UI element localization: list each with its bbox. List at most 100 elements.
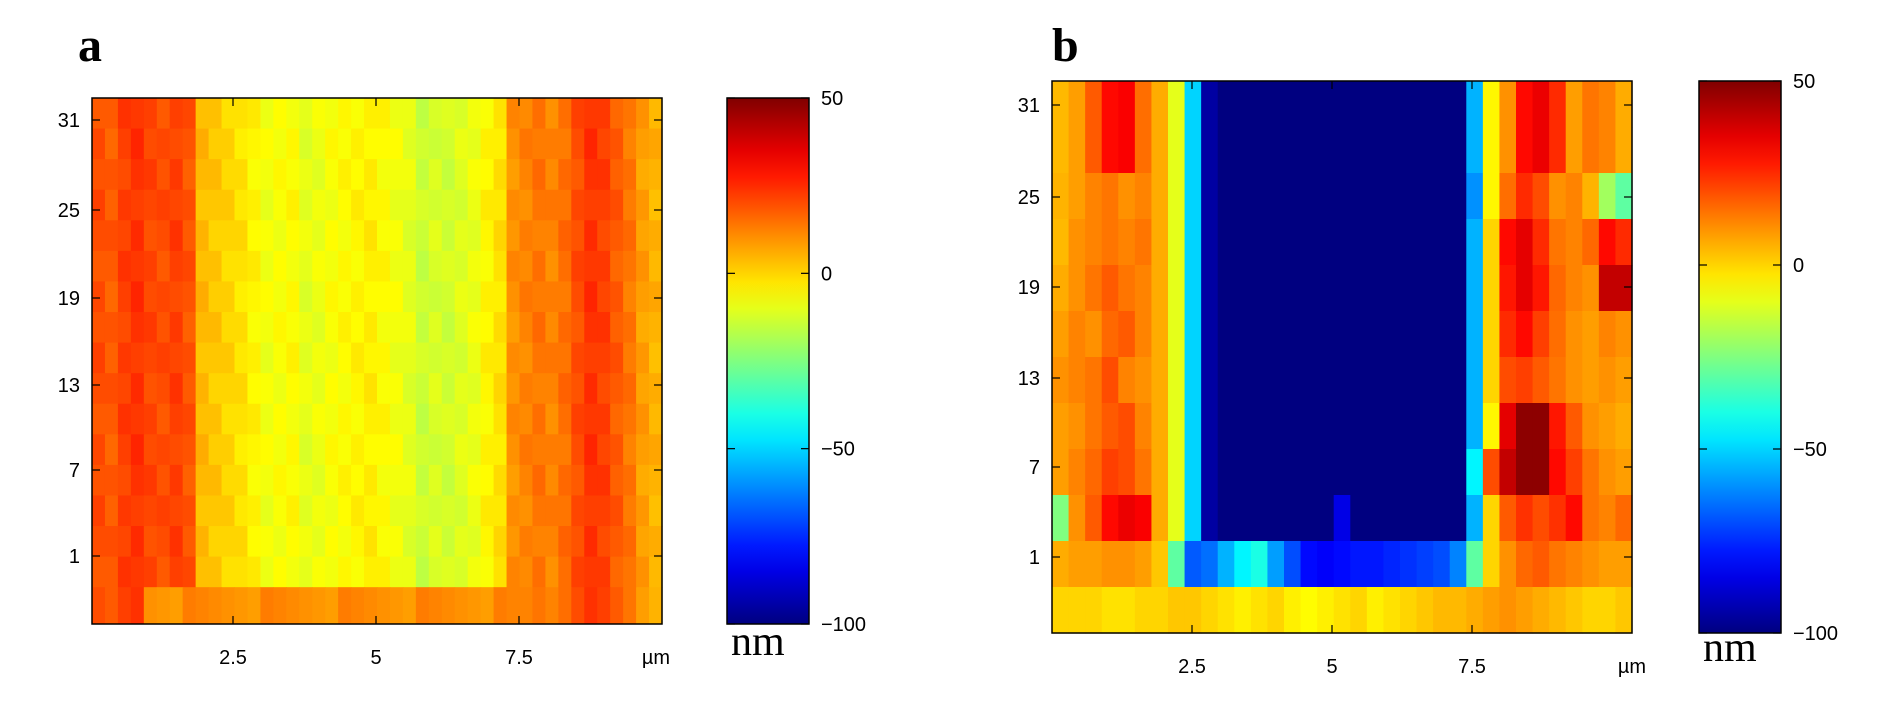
heatmap-cell	[558, 403, 572, 435]
heatmap-cell	[1217, 265, 1235, 312]
heatmap-cell	[1151, 127, 1169, 174]
heatmap-cell	[480, 587, 495, 624]
heatmap-cell	[312, 128, 326, 160]
heatmap-cell	[364, 434, 378, 466]
heatmap-cell	[1333, 81, 1351, 128]
heatmap-cell	[143, 220, 158, 252]
heatmap-cell	[1234, 265, 1252, 312]
heatmap-cell	[143, 189, 158, 221]
heatmap-cell	[143, 159, 158, 191]
heatmap-cell	[428, 403, 443, 435]
heatmap-cell	[1118, 449, 1136, 496]
heatmap-cell	[286, 587, 300, 624]
heatmap-cell	[299, 220, 313, 252]
heatmap-cell	[1300, 449, 1318, 496]
heatmap-cell	[325, 464, 339, 497]
heatmap-cell	[104, 526, 119, 558]
heatmap-cell	[1085, 173, 1103, 220]
heatmap-cell	[454, 434, 469, 466]
heatmap-cell	[1549, 403, 1567, 450]
heatmap-cell	[649, 403, 663, 435]
heatmap-cell	[545, 373, 559, 405]
heatmap-cell	[467, 526, 482, 558]
heatmap-cell	[1234, 541, 1252, 588]
heatmap-cell	[1184, 173, 1202, 220]
heatmap-cell	[169, 434, 184, 466]
heatmap-cell	[532, 128, 546, 160]
heatmap-cell	[92, 98, 106, 130]
heatmap-cell	[1499, 449, 1517, 496]
heatmap-cell	[1267, 449, 1285, 496]
heatmap-cell	[1250, 449, 1269, 496]
heatmap-cell	[1516, 449, 1534, 496]
heatmap-cell	[389, 250, 404, 283]
heatmap-cell	[623, 281, 637, 313]
heatmap-cell	[597, 464, 611, 497]
heatmap-cell	[1615, 219, 1633, 266]
heatmap-cell	[1416, 403, 1434, 450]
heatmap-cell	[351, 128, 365, 160]
heatmap-cell	[195, 98, 210, 130]
heatmap-cell	[182, 128, 197, 160]
heatmap-cell	[195, 434, 210, 466]
heatmap-cell	[182, 312, 197, 344]
heatmap-cell	[545, 526, 559, 558]
heatmap-cell	[480, 220, 495, 252]
heatmap-cell	[312, 556, 326, 588]
heatmap-cell	[636, 281, 650, 313]
heatmap-cell	[338, 281, 352, 313]
heatmap-cell	[1333, 587, 1351, 634]
heatmap-cell	[312, 526, 326, 558]
heatmap-cell	[273, 312, 287, 344]
heatmap-cell	[260, 342, 274, 374]
heatmap-cell	[169, 556, 184, 588]
heatmap-cell	[1250, 265, 1269, 312]
heatmap-cell	[493, 189, 508, 221]
heatmap-cell	[571, 312, 585, 344]
heatmap-cell	[273, 434, 287, 466]
heatmap-cell	[467, 403, 482, 435]
heatmap-cell	[338, 403, 352, 435]
heatmap-cell	[1516, 357, 1534, 404]
heatmap-cell	[234, 281, 249, 313]
heatmap-cell	[623, 373, 637, 405]
colorbar-ticks-b: 50 0 −50 −100	[1699, 71, 1838, 645]
heatmap-cell	[104, 495, 119, 527]
heatmap-cell	[182, 189, 197, 221]
heatmap-cell	[286, 189, 300, 221]
heatmap-cell	[182, 526, 197, 558]
heatmap-cell	[1168, 541, 1186, 588]
heatmap-cell	[130, 98, 145, 130]
heatmap-cell	[92, 128, 106, 160]
heatmap-cell	[377, 281, 391, 313]
heatmap-cell	[247, 556, 261, 588]
heatmap-cell	[234, 373, 249, 405]
heatmap-cell	[1250, 403, 1269, 450]
heatmap-cell	[1615, 173, 1633, 220]
heatmap-cell	[506, 495, 521, 527]
heatmap-cell	[1052, 173, 1070, 220]
heatmap-cell	[1234, 311, 1252, 358]
heatmap-cell	[1466, 219, 1484, 266]
heatmap-cell	[195, 220, 210, 252]
heatmap-cell	[1317, 541, 1335, 588]
heatmap-cell	[299, 587, 313, 624]
heatmap-cell	[1532, 127, 1550, 174]
heatmap-cell	[1217, 127, 1235, 174]
heatmap-cell	[1317, 449, 1335, 496]
heatmap-cell	[338, 434, 352, 466]
heatmap-cell	[584, 189, 598, 221]
heatmap-cell	[1284, 127, 1302, 174]
heatmap-cell	[143, 250, 158, 283]
heatmap-cell	[493, 312, 508, 344]
heatmap-cell	[1565, 541, 1583, 588]
heatmap-cell	[1549, 265, 1567, 312]
heatmap-cell	[584, 587, 598, 624]
heatmap-cell	[1582, 357, 1600, 404]
heatmap-cell	[1118, 587, 1136, 634]
heatmap-cell	[130, 495, 145, 527]
heatmap-cell	[130, 159, 145, 191]
heatmap-cell	[532, 464, 546, 497]
heatmap-cell	[221, 128, 236, 160]
heatmap-cell	[558, 434, 572, 466]
